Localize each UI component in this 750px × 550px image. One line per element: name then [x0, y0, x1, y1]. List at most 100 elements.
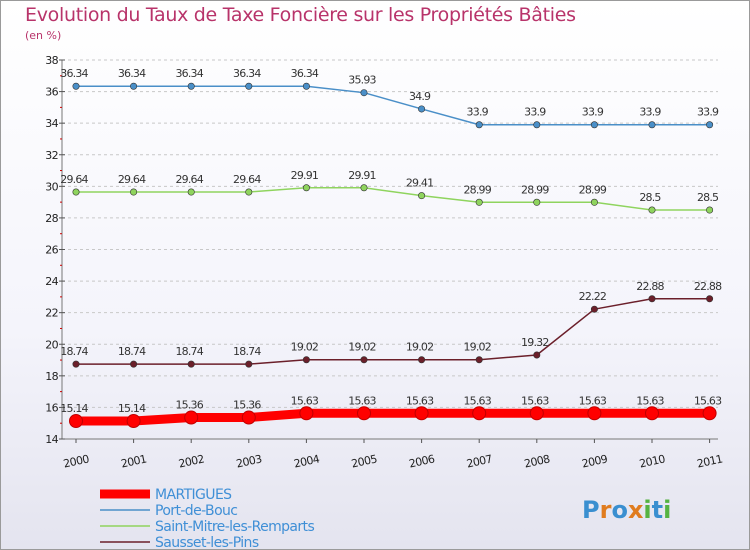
- y-tick-label: 24: [45, 275, 58, 288]
- data-point: [360, 356, 368, 364]
- data-label: 18.74: [233, 345, 261, 358]
- data-label: 22.88: [694, 280, 722, 293]
- y-tick-label: 18: [45, 370, 58, 383]
- chart-unit-label: (en %): [25, 29, 62, 42]
- data-label: 33.9: [639, 106, 661, 119]
- series-martigues: 15.14 15.14 15.36 15.36 15.63 15.63 15.63 15.63…: [60, 394, 723, 428]
- data-point: [299, 406, 314, 421]
- data-point: [126, 413, 141, 428]
- y-tick-label: 28: [45, 212, 58, 225]
- data-label: 33.9: [697, 106, 719, 119]
- data-point: [72, 188, 80, 196]
- legend-label: Sausset-les-Pins: [155, 535, 259, 550]
- data-point: [418, 192, 426, 200]
- data-label: 28.5: [697, 191, 719, 204]
- data-point: [418, 356, 426, 364]
- data-point: [590, 198, 598, 206]
- data-point: [648, 121, 656, 129]
- data-point: [648, 206, 656, 214]
- data-point: [648, 295, 656, 303]
- data-label: 15.63: [463, 394, 491, 407]
- data-point: [72, 82, 80, 90]
- data-point: [590, 305, 598, 313]
- legend-label: MARTIGUES: [155, 487, 232, 503]
- data-label: 29.91: [348, 169, 376, 182]
- data-label: 15.63: [579, 394, 607, 407]
- data-point: [414, 406, 429, 421]
- data-point: [245, 188, 253, 196]
- data-label: 36.34: [60, 67, 88, 80]
- data-label: 28.5: [639, 191, 661, 204]
- data-point: [702, 406, 717, 421]
- y-tick-label: 36: [45, 86, 58, 99]
- data-label: 28.99: [579, 183, 607, 196]
- y-tick-label: 20: [45, 338, 58, 351]
- data-point: [475, 121, 483, 129]
- x-tick-label: 2006: [408, 452, 436, 470]
- data-label: 29.64: [233, 173, 261, 186]
- data-point: [357, 406, 371, 421]
- data-label: 29.64: [60, 173, 88, 186]
- data-point: [245, 360, 253, 368]
- data-point: [529, 406, 544, 421]
- data-label: 36.34: [175, 67, 203, 80]
- data-label: 15.63: [521, 394, 549, 407]
- series-line: [71, 408, 715, 426]
- data-point: [69, 413, 83, 428]
- data-label: 18.74: [60, 345, 88, 358]
- x-tick-label: 2011: [696, 452, 724, 470]
- data-label: 29.91: [291, 169, 319, 182]
- series-line: [75, 187, 711, 211]
- data-point: [475, 356, 483, 364]
- data-label: 29.41: [406, 177, 434, 190]
- data-label: 33.9: [582, 106, 604, 119]
- data-label: 15.63: [348, 394, 376, 407]
- data-label: 18.74: [118, 345, 146, 358]
- data-label: 15.63: [636, 394, 664, 407]
- data-label: 15.14: [118, 402, 146, 415]
- data-label: 15.63: [291, 394, 319, 407]
- series-port-de-bouc: 36.34 36.34 36.34 36.34 36.34 35.93 34.9 33.9 33…: [60, 67, 720, 129]
- data-label: 36.34: [118, 67, 146, 80]
- y-tick-label: 26: [45, 244, 58, 257]
- data-label: 36.34: [291, 67, 319, 80]
- x-tick-label: 2008: [523, 452, 551, 470]
- data-point: [302, 184, 310, 192]
- data-label: 19.02: [348, 341, 376, 354]
- proxiti-logo: Proxiti: [582, 496, 671, 524]
- data-point: [587, 406, 602, 421]
- data-point: [187, 188, 195, 196]
- data-point: [184, 410, 199, 425]
- data-label: 29.64: [175, 173, 203, 186]
- series-line: [75, 85, 711, 126]
- data-label: 34.9: [409, 90, 431, 103]
- data-point: [245, 82, 253, 90]
- data-label: 28.99: [521, 183, 549, 196]
- x-tick-label: 2002: [177, 452, 205, 470]
- x-tick-label: 2001: [120, 452, 148, 470]
- data-label: 18.74: [175, 345, 203, 358]
- series-saint-mitre-les-remparts: 29.64 29.64 29.64 29.64 29.91 29.91 29.41 28.99…: [60, 169, 720, 214]
- y-tick-label: 22: [45, 307, 58, 320]
- data-label: 19.02: [463, 341, 491, 354]
- x-tick-label: 2005: [350, 452, 378, 470]
- data-point: [533, 351, 541, 359]
- data-point: [187, 360, 195, 368]
- data-label: 15.36: [233, 399, 261, 412]
- data-point: [533, 198, 541, 206]
- data-point: [130, 82, 138, 90]
- data-point: [706, 121, 714, 129]
- chart-title: Evolution du Taux de Taxe Foncière sur l…: [25, 4, 576, 26]
- data-point: [418, 105, 426, 113]
- y-tick-label: 30: [45, 180, 58, 193]
- y-tick-label: 16: [45, 401, 58, 414]
- data-point: [302, 356, 310, 364]
- data-label: 28.99: [463, 183, 491, 196]
- y-tick-label: 38: [45, 54, 58, 67]
- x-tick-label: 2000: [62, 452, 90, 470]
- data-label: 15.14: [60, 402, 88, 415]
- data-label: 35.93: [348, 74, 376, 87]
- data-point: [472, 406, 487, 421]
- legend-label: Saint-Mitre-les-Remparts: [155, 519, 314, 535]
